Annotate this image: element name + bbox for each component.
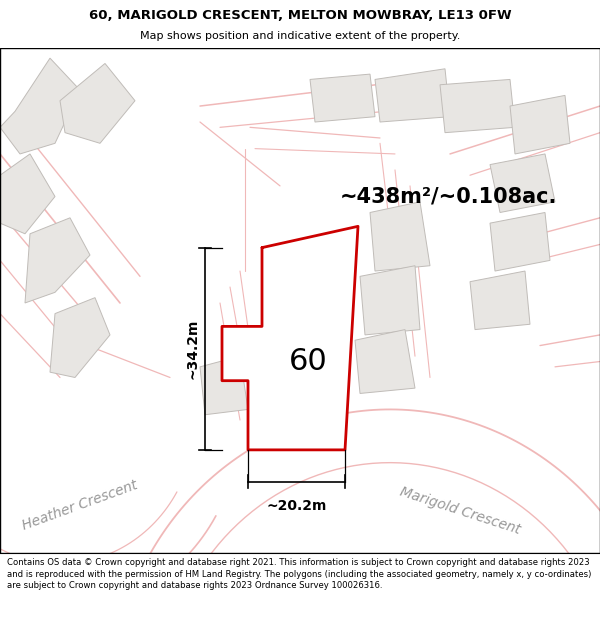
Text: ~34.2m: ~34.2m xyxy=(186,319,200,379)
Polygon shape xyxy=(60,64,135,143)
Text: ~438m²/~0.108ac.: ~438m²/~0.108ac. xyxy=(340,186,557,206)
Polygon shape xyxy=(200,356,248,415)
Text: Marigold Crescent: Marigold Crescent xyxy=(398,484,522,537)
Text: Heather Crescent: Heather Crescent xyxy=(20,478,140,532)
Text: 60, MARIGOLD CRESCENT, MELTON MOWBRAY, LE13 0FW: 60, MARIGOLD CRESCENT, MELTON MOWBRAY, L… xyxy=(89,9,511,21)
Text: ~20.2m: ~20.2m xyxy=(266,499,326,513)
Polygon shape xyxy=(440,79,515,132)
Text: Map shows position and indicative extent of the property.: Map shows position and indicative extent… xyxy=(140,31,460,41)
Polygon shape xyxy=(25,218,90,303)
Text: Contains OS data © Crown copyright and database right 2021. This information is : Contains OS data © Crown copyright and d… xyxy=(7,558,592,590)
Polygon shape xyxy=(470,271,530,329)
Polygon shape xyxy=(490,154,555,212)
Polygon shape xyxy=(0,58,80,154)
Polygon shape xyxy=(222,226,358,450)
Polygon shape xyxy=(0,154,55,234)
Polygon shape xyxy=(490,213,550,271)
Polygon shape xyxy=(510,96,570,154)
Polygon shape xyxy=(370,202,430,271)
Text: 60: 60 xyxy=(289,347,328,376)
Polygon shape xyxy=(375,69,450,122)
Polygon shape xyxy=(360,266,420,335)
Polygon shape xyxy=(355,329,415,394)
Polygon shape xyxy=(310,74,375,122)
Polygon shape xyxy=(50,298,110,378)
